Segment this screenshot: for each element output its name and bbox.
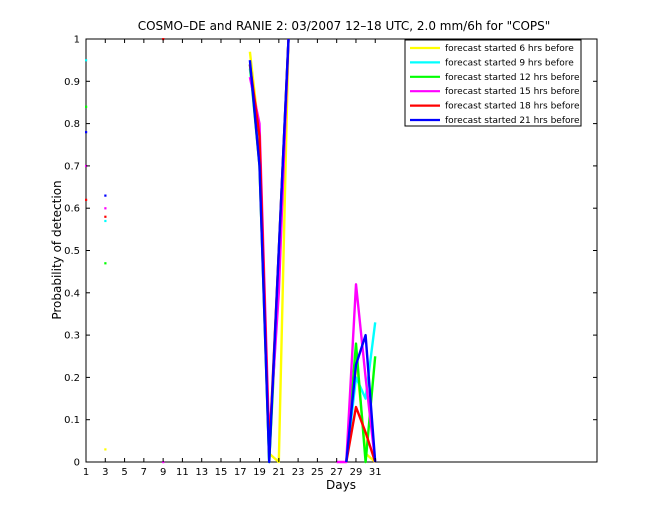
series-3-point — [162, 461, 165, 464]
y-tick-label: 0 — [74, 458, 80, 469]
x-tick-label: 25 — [311, 467, 324, 478]
chart-title: COSMO–DE and RANIE 2: 03/2007 12–18 UTC,… — [138, 19, 551, 33]
series-3-line — [336, 283, 377, 464]
series-5-point — [104, 194, 107, 197]
y-tick-label: 0.6 — [64, 204, 80, 215]
y-tick-label: 0.4 — [64, 288, 80, 299]
y-tick-label: 0.1 — [64, 415, 80, 426]
legend-label-2: forecast started 12 hrs before — [445, 73, 580, 83]
x-tick-label: 27 — [330, 467, 343, 478]
series-4-point — [85, 198, 88, 201]
y-tick-label: 0.8 — [64, 119, 80, 130]
x-tick-label: 5 — [121, 467, 127, 478]
series-3-point — [104, 207, 107, 210]
x-tick-label: 13 — [195, 467, 208, 478]
legend-label-1: forecast started 9 hrs before — [445, 58, 574, 68]
series-5-line — [345, 333, 377, 463]
y-tick-label: 1 — [74, 35, 80, 46]
series-0-point — [104, 448, 107, 451]
x-tick-label: 19 — [253, 467, 266, 478]
x-axis: 1 3 5 7 9 11 13 15 17 19 21 23 25 27 29 31 — [83, 39, 382, 478]
y-tick-label: 0.3 — [64, 331, 80, 342]
series-2-point — [85, 105, 88, 108]
x-tick-label: 17 — [234, 467, 247, 478]
series-5-point — [85, 131, 88, 134]
x-tick-label: 21 — [272, 467, 285, 478]
series-4-line — [345, 405, 377, 463]
series-layer — [85, 38, 377, 464]
legend-label-4: forecast started 18 hrs before — [445, 102, 580, 112]
x-tick-label: 15 — [215, 467, 228, 478]
y-tick-label: 0.2 — [64, 373, 80, 384]
y-tick-label: 0.7 — [64, 161, 80, 172]
y-tick-label: 0.9 — [64, 77, 80, 88]
x-tick-label: 11 — [176, 467, 189, 478]
series-1-point — [104, 219, 107, 223]
x-axis-label: Days — [326, 478, 356, 492]
y-axis-label: Probability of detection — [50, 180, 64, 319]
x-tick-label: 23 — [292, 467, 305, 478]
series-4-point — [104, 215, 107, 218]
legend-box — [404, 39, 582, 127]
series-5-line — [248, 38, 290, 464]
x-tick-label: 9 — [160, 467, 166, 478]
legend: forecast started 6 hrs before forecast st… — [404, 39, 582, 127]
legend-label-5: forecast started 21 hrs before — [445, 116, 580, 126]
x-tick-label: 31 — [369, 467, 382, 478]
x-tick-label: 29 — [350, 467, 363, 478]
legend-label-3: forecast started 15 hrs before — [445, 87, 580, 97]
legend-label-0: forecast started 6 hrs before — [445, 44, 574, 54]
x-tick-label: 1 — [83, 467, 89, 478]
x-tick-label: 7 — [141, 467, 147, 478]
y-tick-label: 0.5 — [64, 246, 80, 257]
x-tick-label: 3 — [102, 467, 108, 478]
series-1-point — [85, 59, 88, 62]
series-2-point — [104, 262, 107, 265]
y-axis: 0 0.1 0.2 0.3 0.4 0.5 0.6 0.7 0.8 0.9 1 — [64, 35, 597, 469]
